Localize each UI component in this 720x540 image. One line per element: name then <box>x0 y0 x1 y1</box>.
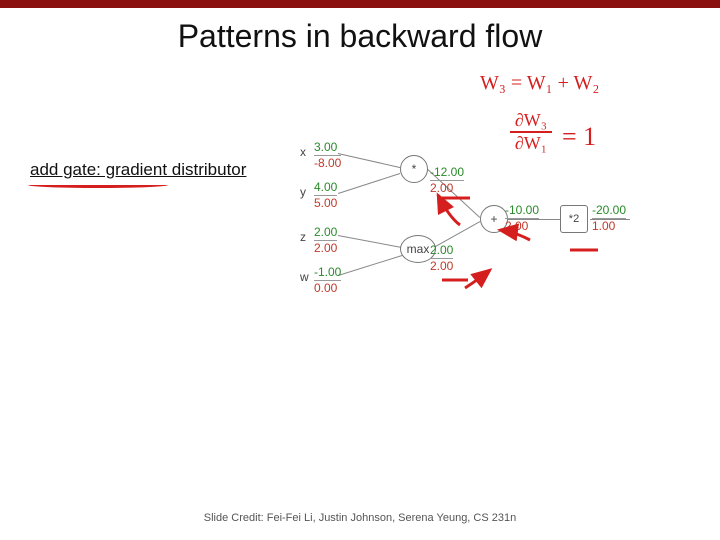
annotation-arrows <box>0 0 720 540</box>
slide-credit: Slide Credit: Fei-Fei Li, Justin Johnson… <box>0 512 720 524</box>
